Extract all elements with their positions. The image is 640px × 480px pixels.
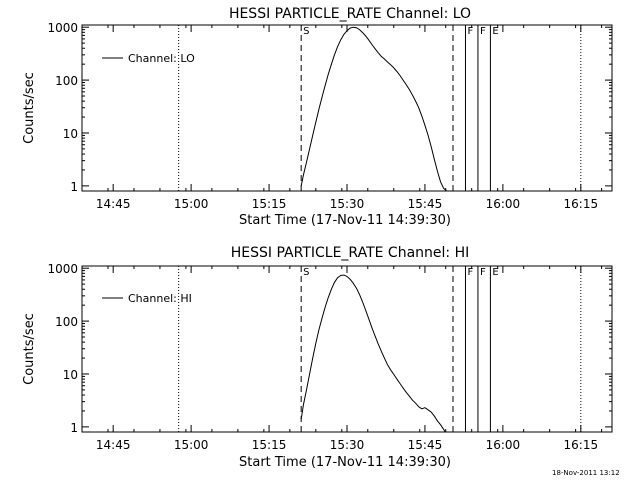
panel-hi-xtick-label: 15:15 — [252, 438, 287, 452]
panel-hi-ytick-label: 10 — [63, 368, 78, 382]
panel-hi-marker-f: F — [480, 267, 486, 278]
panel-lo-xtick-label: 15:00 — [174, 197, 209, 211]
panel-lo-marker-f: F — [480, 26, 486, 37]
panel-lo-xtick-label: 15:45 — [408, 197, 443, 211]
panel-lo-xtick-label: 15:30 — [330, 197, 365, 211]
panel-lo-plot-frame — [81, 24, 613, 192]
panel-lo-xlabel: Start Time (17-Nov-11 14:39:30) — [239, 213, 451, 228]
panel-hi-plot-frame — [81, 265, 613, 433]
panel-hi-xtick-label: 16:15 — [564, 438, 599, 452]
panel-hi-ytick-label: 1 — [70, 421, 78, 435]
panel-lo-marker-s: S — [303, 26, 309, 37]
panel-hi-series-line — [300, 274, 446, 433]
panel-lo-xtick-label: 16:15 — [564, 197, 599, 211]
panel-hi-marker-e: E — [492, 267, 498, 278]
panel-lo-legend-label: Channel: LO — [128, 52, 195, 65]
panel-lo-xtick-label: 15:15 — [252, 197, 287, 211]
panel-hi-marker-s: S — [303, 267, 309, 278]
panel-lo-ylabel: Counts/sec — [22, 72, 37, 144]
panel-lo-ytick-label: 1 — [70, 180, 78, 194]
timestamp-stamp: 18-Nov-2011 13:12 — [552, 469, 620, 477]
panel-hi-xtick-label: 14:45 — [96, 438, 131, 452]
panel-lo-marker-e: E — [492, 26, 498, 37]
panel-hi-ytick-label: 100 — [55, 315, 78, 329]
panel-lo-ytick-label: 100 — [55, 74, 78, 88]
panel-lo-series-line — [300, 26, 450, 192]
panel-hi-legend-label: Channel: HI — [128, 292, 192, 305]
panel-hi-title: HESSI PARTICLE_RATE Channel: HI — [231, 245, 469, 261]
panel-hi-marker-f: F — [467, 267, 473, 278]
panel-lo-ytick-label: 10 — [63, 127, 78, 141]
panel-lo-marker-f: F — [467, 26, 473, 37]
panel-hi-ylabel: Counts/sec — [22, 313, 37, 385]
panel-hi-ytick-label: 1000 — [47, 262, 78, 276]
panel-hi-xtick-label: 16:00 — [486, 438, 521, 452]
panel-lo-title: HESSI PARTICLE_RATE Channel: LO — [229, 6, 471, 22]
panel-hi-xtick-label: 15:00 — [174, 438, 209, 452]
panel-hi-xtick-label: 15:45 — [408, 438, 443, 452]
panel-hi-xlabel: Start Time (17-Nov-11 14:39:30) — [239, 455, 451, 470]
panel-lo-ytick-label: 1000 — [47, 21, 78, 35]
panel-hi-xtick-label: 15:30 — [330, 438, 365, 452]
panel-lo-xtick-label: 14:45 — [96, 197, 131, 211]
panel-lo-xtick-label: 16:00 — [486, 197, 521, 211]
